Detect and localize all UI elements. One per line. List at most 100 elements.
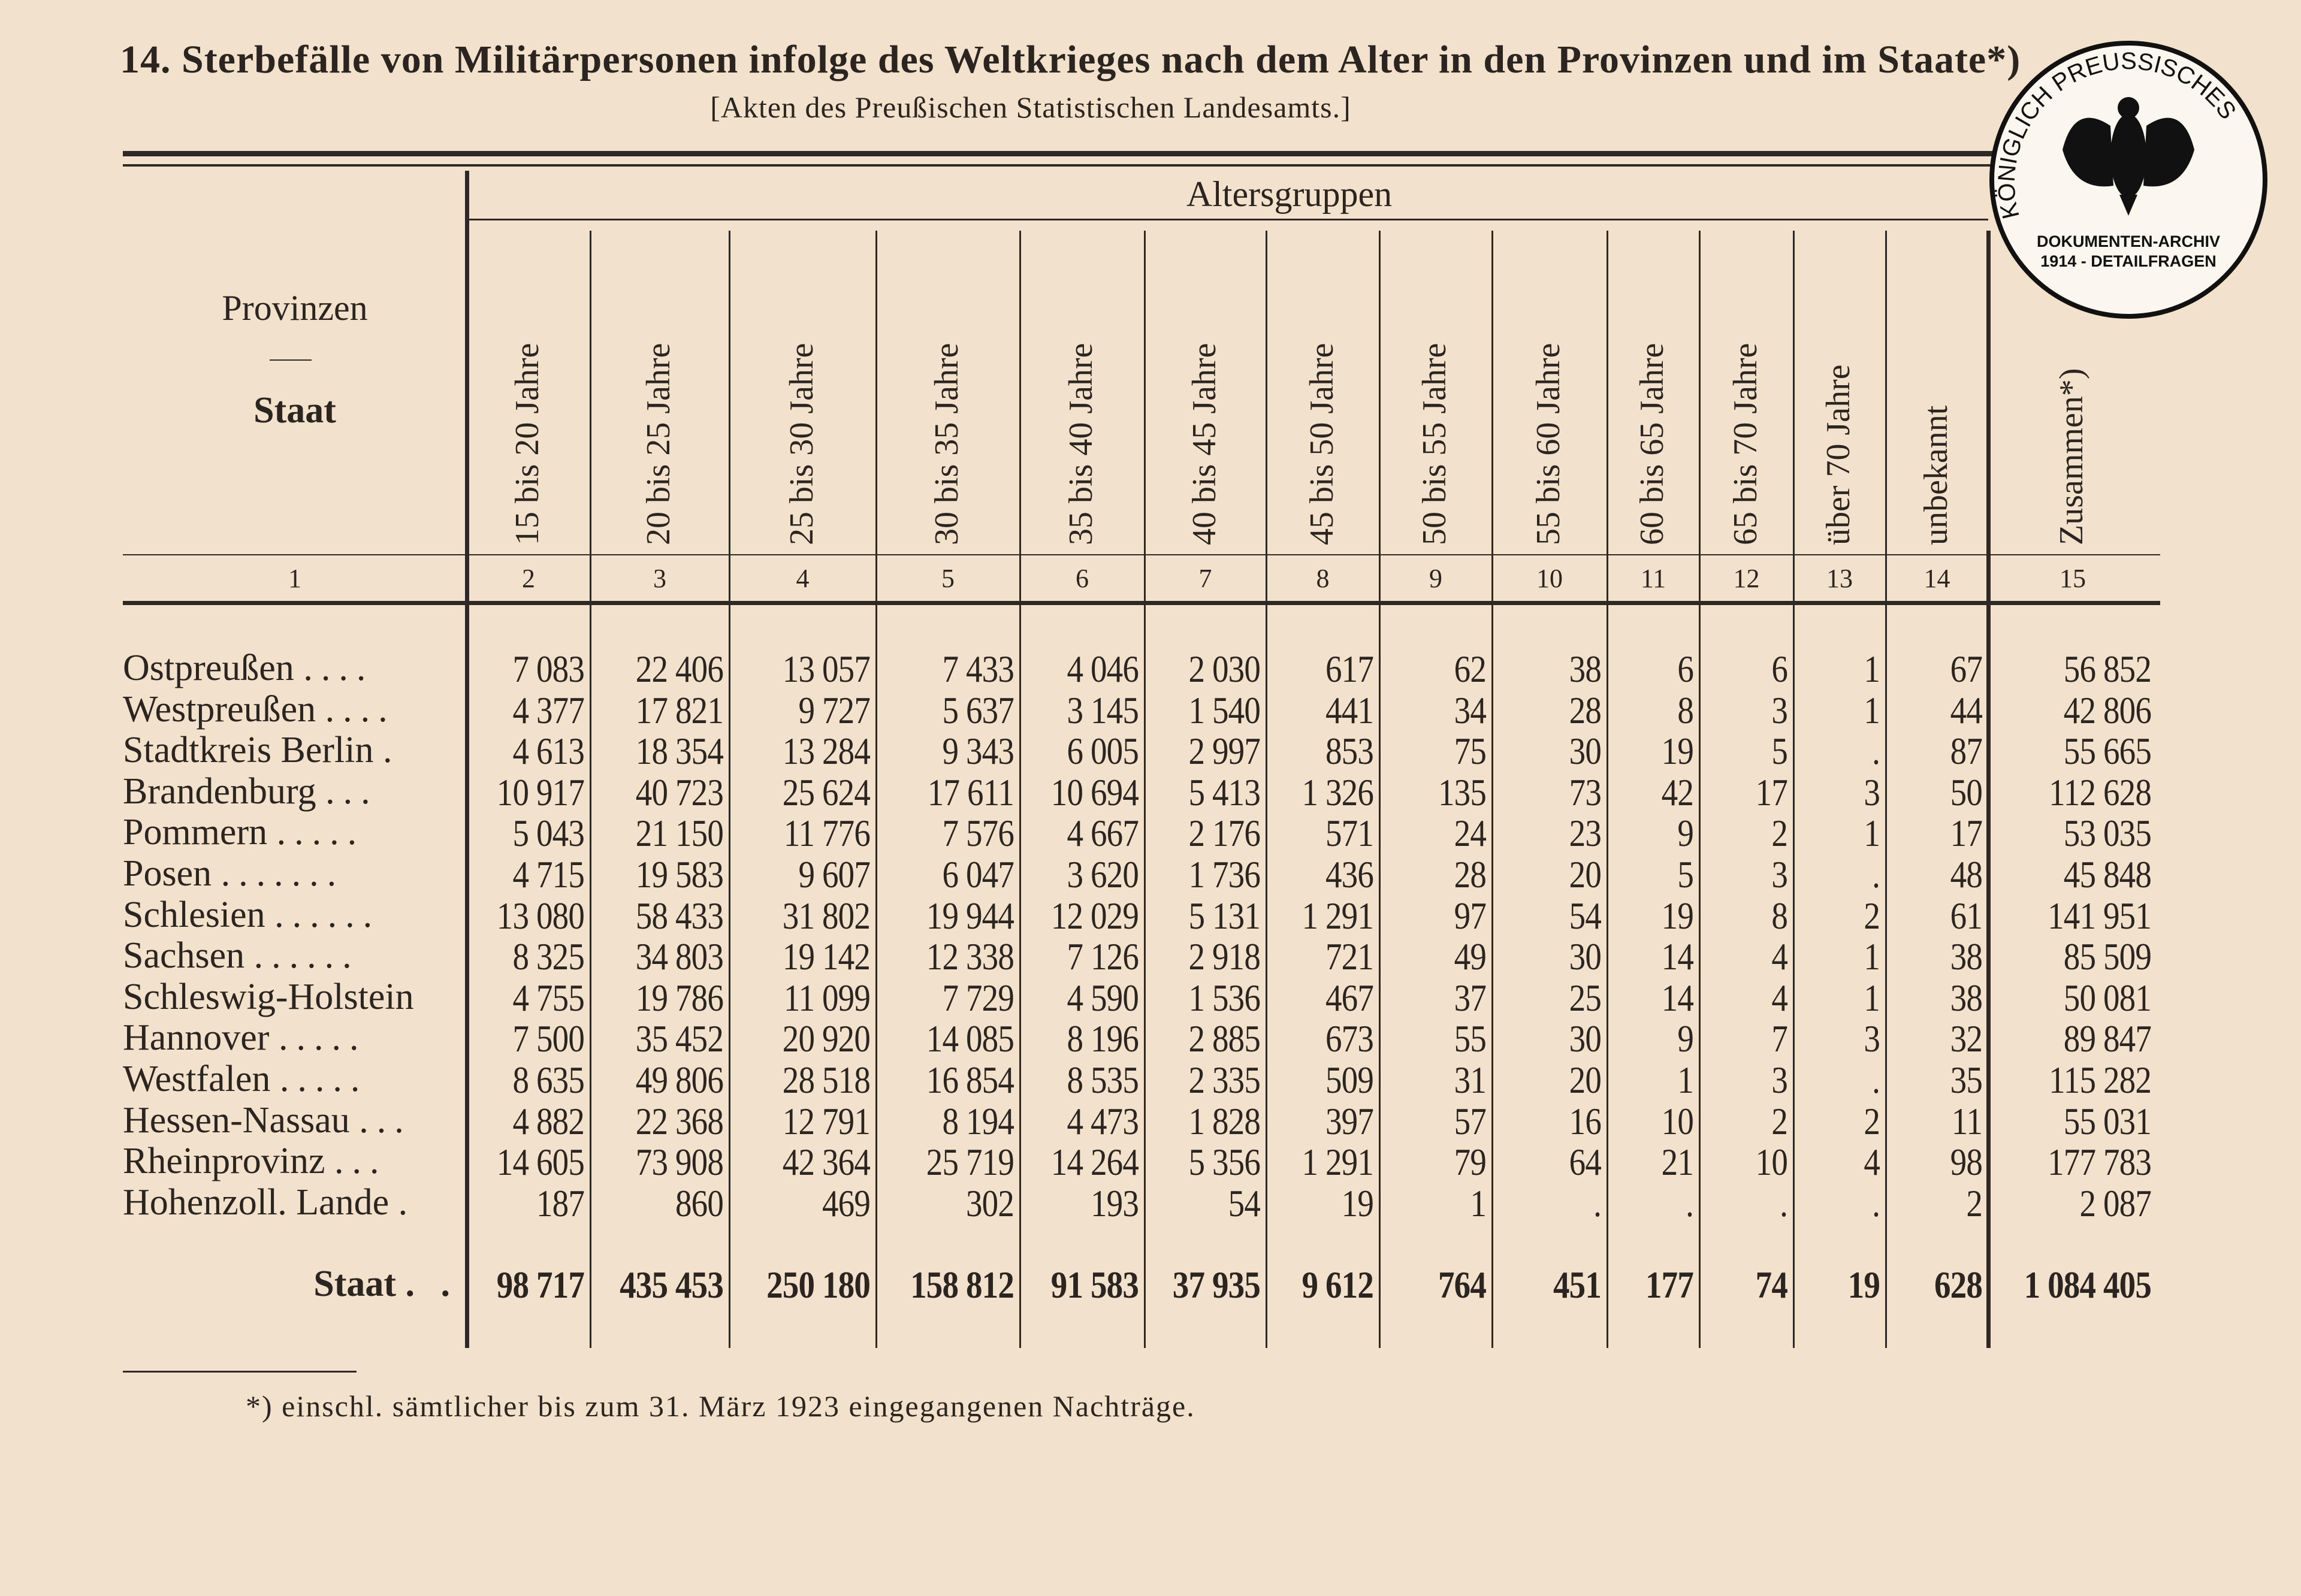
column-header: 50 bis 55 Jahre: [1416, 343, 1453, 545]
table-cell: 30: [1569, 730, 1602, 773]
table-cell: 38: [1569, 648, 1602, 690]
column-number: 10: [1536, 564, 1563, 593]
table-cell: 19: [1341, 1181, 1374, 1225]
table-cell: 14 605: [496, 1141, 585, 1184]
column-header: 15 bis 20 Jahre: [509, 343, 546, 545]
table-cell: 5 413: [1188, 770, 1260, 814]
row-label: Schleswig-Holstein: [123, 976, 464, 1018]
column-number: 6: [1076, 564, 1089, 593]
table-cell: 9 612: [1302, 1264, 1373, 1306]
table-cell: 115 282: [2049, 1059, 2152, 1101]
table-cell: 57: [1454, 1099, 1487, 1142]
table-cell: 28: [1454, 853, 1487, 896]
table-cell: 1: [1470, 1181, 1487, 1225]
column-divider: [729, 231, 730, 1348]
table-cell: 2: [1864, 1099, 1880, 1142]
table-cell: 17 611: [927, 770, 1014, 814]
table-cell: 8: [1677, 688, 1694, 732]
table-cell: 25: [1569, 976, 1602, 1019]
leader-dots: ....: [303, 648, 375, 688]
table-cell: 42: [1661, 770, 1694, 814]
table-cell: 10 694: [1050, 770, 1139, 814]
table-cell: 9 727: [798, 688, 870, 732]
table-cell: 54: [1228, 1181, 1261, 1225]
table-cell: 31 802: [782, 894, 871, 937]
table-cell: 435 453: [620, 1264, 724, 1306]
table-cell: 6 005: [1067, 730, 1139, 773]
table-cell: 12 338: [926, 935, 1014, 978]
row-header-staat: Staat: [253, 390, 336, 431]
table-cell: 38: [1950, 976, 1983, 1019]
table-cell: 12 029: [1050, 894, 1139, 937]
table-cell: 5: [1677, 853, 1694, 896]
table-cell: 19 944: [926, 894, 1014, 937]
table-cell: 469: [822, 1181, 871, 1225]
column-divider: [590, 231, 591, 1348]
table-cell: 56 852: [2063, 648, 2152, 690]
table-cell: 20: [1569, 1059, 1602, 1101]
table-cell: 509: [1325, 1059, 1374, 1101]
table-cell: 158 812: [910, 1264, 1014, 1306]
table-cell: 53 035: [2063, 812, 2152, 855]
table-cell: 35 452: [635, 1017, 724, 1060]
table-cell: 9 343: [942, 730, 1014, 773]
column-divider: [1266, 231, 1267, 1348]
table-cell: 1 291: [1302, 1141, 1373, 1184]
table-cell: 4 667: [1067, 812, 1139, 855]
table-cell: 42 364: [782, 1141, 871, 1184]
column-header: 40 bis 45 Jahre: [1185, 343, 1223, 545]
row-label-text: Stadtkreis Berlin: [123, 730, 374, 771]
table-cell: .: [1872, 1181, 1880, 1225]
column-header: 30 bis 35 Jahre: [928, 343, 965, 545]
table-cell: 1 084 405: [2024, 1264, 2152, 1306]
table-cell: .: [1872, 853, 1880, 896]
table-cell: 49 806: [635, 1059, 724, 1101]
table-cell: 11 099: [783, 976, 871, 1019]
table-cell: 5: [1771, 730, 1788, 773]
column-header: unbekannt: [1917, 405, 1955, 545]
table-cell: 3: [1771, 1059, 1788, 1101]
table-cell: 98 717: [496, 1264, 585, 1306]
table-cell: 112 628: [2049, 770, 2152, 814]
table-cell: 764: [1438, 1264, 1487, 1306]
table-cell: 19: [1847, 1264, 1880, 1306]
row-label-text: Posen: [123, 853, 212, 894]
table-cell: 3 620: [1067, 853, 1139, 896]
table-cell: 23: [1569, 812, 1602, 855]
table-cell: 3: [1771, 853, 1788, 896]
top-thin-rule: [123, 164, 2160, 167]
table-cell: 7 576: [942, 812, 1014, 855]
column-header: 35 bis 40 Jahre: [1062, 343, 1100, 545]
row-label: Ostpreußen ....: [123, 647, 464, 690]
table-cell: 617: [1325, 648, 1374, 690]
table-cell: 5 131: [1188, 894, 1260, 937]
table-cell: 397: [1325, 1099, 1374, 1142]
row-label-text: Hannover: [123, 1017, 270, 1059]
row-label-text: Schleswig-Holstein: [123, 976, 414, 1017]
table-cell: 55: [1454, 1017, 1487, 1060]
table-cell: 5 637: [942, 688, 1014, 732]
column-divider: [1607, 231, 1608, 1348]
table-title: 14. Sterbefälle von Militärpersonen info…: [120, 38, 2021, 81]
table-cell: 13 284: [782, 730, 871, 773]
table-cell: 467: [1325, 976, 1374, 1019]
table-cell: 1: [1864, 935, 1880, 978]
table-cell: 31: [1454, 1059, 1487, 1101]
table-cell: 11: [1951, 1099, 1983, 1142]
table-cell: 49: [1454, 935, 1487, 978]
table-cell: 436: [1325, 853, 1374, 896]
table-cell: 14: [1661, 935, 1694, 978]
table-cell: 853: [1325, 730, 1374, 773]
table-cell: 4 473: [1067, 1099, 1139, 1142]
row-label-text: Westpreußen: [123, 688, 316, 730]
table-cell: 14: [1661, 976, 1694, 1019]
table-cell: 14 264: [1050, 1141, 1139, 1184]
row-label-text: Westfalen: [123, 1059, 271, 1099]
row-label: Hohenzoll. Lande .: [123, 1181, 464, 1224]
table-cell: 38: [1950, 935, 1983, 978]
column-header: über 70 Jahre: [1820, 364, 1857, 545]
table-cell: 1: [1864, 648, 1880, 690]
table-cell: 7 126: [1067, 935, 1139, 978]
table-cell: 16: [1569, 1099, 1602, 1142]
row-label-text: Rheinprovinz: [123, 1141, 325, 1182]
